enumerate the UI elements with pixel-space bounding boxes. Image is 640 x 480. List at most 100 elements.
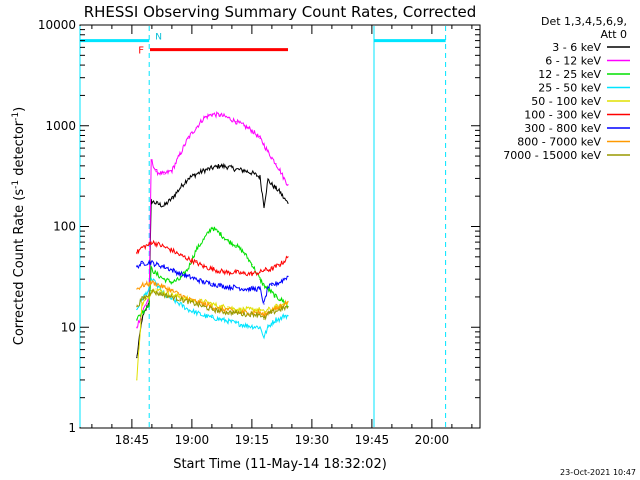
series-point [163, 173, 165, 175]
series-7000-15000-kev [136, 288, 289, 321]
series-point [195, 303, 197, 305]
series-point [271, 284, 273, 287]
series-point [203, 281, 205, 283]
series-point [187, 298, 189, 300]
series-point [227, 311, 229, 314]
series-point [279, 169, 281, 172]
series-point [171, 298, 173, 300]
series-point [251, 273, 253, 275]
series-point [171, 169, 173, 172]
series-3-6-kev [136, 162, 289, 359]
series-point [243, 273, 245, 275]
plot-frame [79, 24, 481, 429]
series-point [219, 165, 221, 167]
series-point [227, 320, 229, 322]
series-point [251, 263, 253, 266]
series-point [211, 308, 213, 311]
flare-label: F [138, 46, 144, 57]
series-point [267, 288, 269, 290]
legend-label: 100 - 300 keV [524, 109, 601, 122]
y-axis-label-main: Corrected Count Rate (s [12, 189, 27, 346]
series-point [141, 318, 143, 320]
series-point [187, 300, 189, 303]
series-point [283, 260, 285, 263]
series-point [267, 151, 269, 153]
y-axis-label: Corrected Count Rate (s-1 detector-1) [11, 107, 27, 345]
series-point [136, 306, 138, 308]
series-point [235, 168, 237, 170]
series-point [283, 303, 285, 305]
series-point [283, 278, 285, 280]
series-point [179, 296, 181, 298]
series-point [287, 184, 289, 186]
series-point [279, 306, 281, 308]
series-point [187, 275, 189, 277]
series-point [263, 303, 265, 305]
series-point [136, 252, 138, 254]
series-point [203, 306, 205, 308]
series-point [267, 286, 269, 288]
series-point [227, 308, 229, 311]
series-point [163, 294, 165, 296]
chart-title: RHESSI Observing Summary Count Rates, Co… [84, 3, 477, 21]
series-point [259, 288, 261, 290]
series-point [203, 169, 205, 172]
series-point [203, 117, 205, 119]
series-point [195, 311, 197, 314]
series-point [211, 303, 213, 305]
series-point [163, 278, 165, 280]
series-point [227, 166, 229, 168]
series-12-25-kev [136, 226, 289, 321]
series-point [195, 249, 197, 251]
series-point [283, 315, 285, 317]
series-point [195, 127, 197, 129]
series-point [195, 261, 197, 264]
series-point [227, 286, 229, 288]
y-axis-label-mid: detector [12, 120, 27, 180]
series-point [279, 298, 281, 300]
series-point [155, 273, 157, 275]
series-point [279, 281, 281, 283]
series-point [155, 171, 157, 173]
series-point [148, 303, 150, 305]
legend-label: 25 - 50 keV [538, 82, 601, 95]
series-point [267, 179, 269, 181]
legend-label: 12 - 25 keV [538, 68, 601, 81]
series-point [227, 117, 229, 119]
series-point [263, 143, 265, 146]
legend-label: 50 - 100 keV [531, 95, 601, 108]
x-axis: 18:45 19:00 19:15 19:30 19:45 20:00 [91, 25, 473, 447]
series-point [271, 157, 273, 159]
y-tick-label: 100 [53, 220, 76, 234]
series-point [155, 288, 157, 290]
series-point [283, 177, 285, 180]
series-point [251, 172, 253, 174]
series-point [203, 315, 205, 317]
series-point [136, 288, 138, 290]
x-tick-label: 18:45 [115, 433, 150, 447]
series-point [195, 278, 197, 280]
annotations: FN [138, 33, 288, 57]
series-point [259, 176, 261, 178]
legend-label: 6 - 12 keV [545, 55, 601, 68]
series-point [219, 318, 221, 320]
plot-area: FN [79, 24, 481, 429]
series-point [136, 265, 138, 268]
series-point [148, 294, 150, 296]
series-point [271, 268, 273, 270]
series-point [179, 187, 181, 189]
series-point [287, 202, 289, 204]
series-point [275, 163, 277, 165]
series-point [243, 252, 245, 254]
series-line [136, 110, 289, 329]
series-point [259, 278, 261, 280]
series-50-100-kev [136, 288, 289, 381]
series-point [235, 244, 237, 246]
series-point [235, 322, 237, 324]
series-point [287, 315, 289, 317]
series-point [259, 313, 261, 315]
series-point [251, 129, 253, 131]
series-point [259, 137, 261, 139]
series-point [287, 306, 289, 308]
